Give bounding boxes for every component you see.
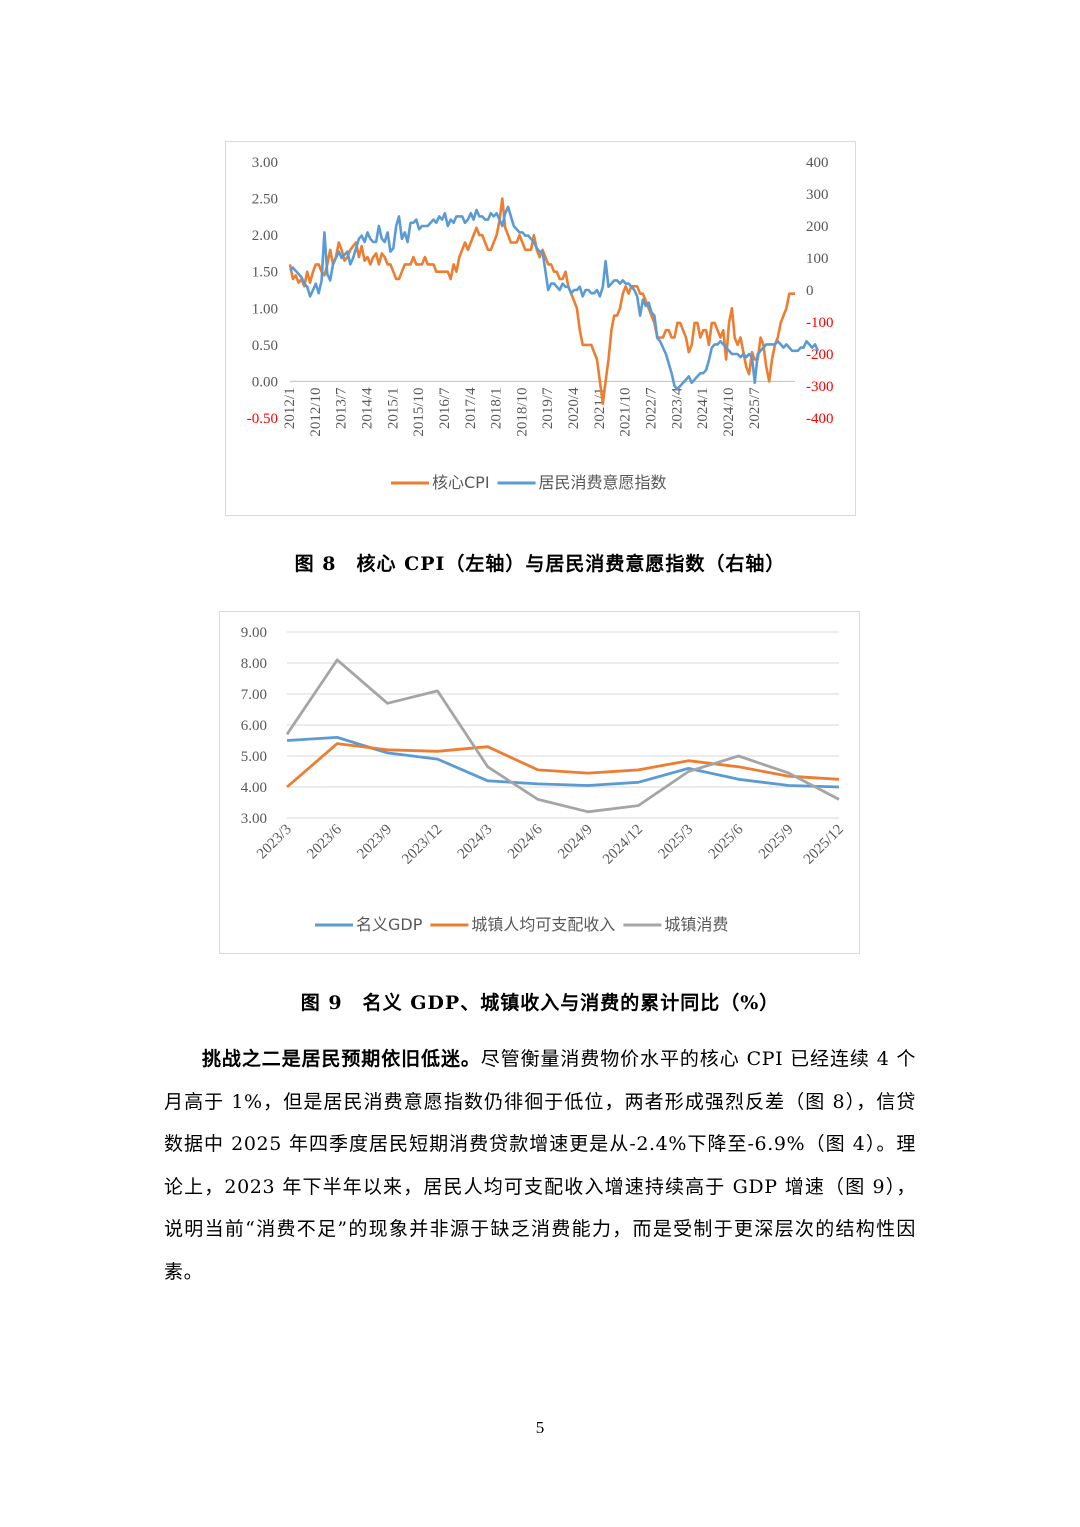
x-axis-tick-label: 2020/4 — [566, 387, 582, 429]
x-axis-tick-label: 2021/1 — [592, 387, 608, 429]
right-axis-tick-label: 100 — [806, 251, 829, 267]
x-axis-tick-label: 2025/12 — [801, 822, 847, 868]
right-axis-tick-label: 200 — [806, 219, 829, 235]
left-axis-tick-label: 1.50 — [252, 265, 278, 281]
x-axis-tick-label: 2023/12 — [399, 822, 445, 868]
series-line — [288, 197, 795, 405]
x-axis-tick-label: 2024/3 — [455, 822, 496, 863]
x-axis-tick-label: 2024/1 — [695, 387, 711, 429]
series-line — [289, 205, 820, 391]
x-axis-tick-label: 2023/9 — [354, 822, 395, 863]
x-axis-tick-label: 2021/10 — [618, 387, 634, 436]
figure-9-chart: 3.00 4.00 5.00 6.00 7.00 8.00 9.00 2023/3 2023/6… — [219, 611, 860, 954]
x-axis-tick-label: 2018/1 — [489, 387, 505, 429]
figure-9-svg: 3.00 4.00 5.00 6.00 7.00 8.00 9.00 2023/3 2023/6… — [241, 625, 847, 934]
x-axis-tick-label: 2023/6 — [304, 821, 345, 862]
x-axis-tick-label: 2025/7 — [747, 387, 763, 429]
right-axis-tick-label: -200 — [806, 347, 834, 363]
y-axis-tick-label: 5.00 — [241, 749, 267, 765]
y-axis-tick-label: 9.00 — [241, 625, 267, 641]
x-axis-tick-label: 2022/7 — [644, 387, 660, 429]
y-axis-tick-label: 6.00 — [241, 718, 267, 734]
x-axis-tick-label: 2024/6 — [505, 821, 546, 862]
left-axis-tick-label: 2.00 — [252, 228, 278, 244]
left-axis-tick-label: 2.50 — [252, 192, 278, 208]
paragraph-text: 尽管衡量消费物价水平的核心 CPI 已经连续 4 个月高于 1%，但是居民消费意… — [164, 1048, 916, 1283]
right-axis-tick-label: 400 — [806, 155, 829, 171]
x-axis-tick-label: 2018/10 — [514, 387, 530, 436]
series-line — [286, 736, 840, 789]
page-number: 5 — [535, 1418, 545, 1437]
figure-9-caption: 图 9 名义 GDP、城镇收入与消费的累计同比（%） — [300, 992, 780, 1014]
x-axis-tick-label: 2013/7 — [334, 387, 350, 429]
legend-label: 核心CPI — [432, 473, 490, 492]
x-axis-tick-label: 2017/4 — [463, 387, 479, 429]
right-axis-tick-label: 300 — [806, 187, 829, 203]
legend-label: 城镇消费 — [664, 915, 728, 934]
left-axis-tick-label: -0.50 — [247, 411, 278, 427]
right-axis-tick-label: -400 — [806, 411, 834, 427]
x-axis-tick-label: 2016/7 — [437, 387, 453, 429]
x-axis-tick-label: 2015/1 — [385, 387, 401, 429]
x-axis-tick-label: 2023/3 — [254, 822, 295, 863]
y-axis-tick-label: 8.00 — [241, 656, 267, 672]
y-axis-tick-label: 7.00 — [241, 687, 267, 703]
left-axis-tick-label: 0.50 — [252, 338, 278, 354]
right-axis-tick-label: -100 — [806, 315, 834, 331]
x-axis-tick-label: 2025/9 — [756, 822, 797, 863]
x-axis-tick-label: 2023/4 — [669, 387, 685, 429]
body-paragraph: 挑战之二是居民预期依旧低迷。尽管衡量消费物价水平的核心 CPI 已经连续 4 个… — [164, 1038, 916, 1293]
left-axis-tick-label: 0.00 — [252, 374, 278, 390]
legend-label: 居民消费意愿指数 — [539, 473, 667, 492]
x-axis-tick-label: 2015/10 — [411, 387, 427, 436]
x-axis-tick-label: 2019/7 — [540, 387, 556, 429]
figure-8-chart: -0.50 0.00 0.50 1.00 1.50 2.00 2.50 3.00 -400 -30… — [225, 141, 856, 516]
right-axis-tick-label: 0 — [806, 283, 814, 299]
x-axis-tick-label: 2012/10 — [308, 387, 324, 436]
x-axis-tick-label: 2014/4 — [359, 387, 375, 429]
x-axis-tick-label: 2025/6 — [706, 821, 747, 862]
paragraph-lead: 挑战之二是居民预期依旧低迷。 — [202, 1048, 481, 1070]
figure-8-caption: 图 8 核心 CPI（左轴）与居民消费意愿指数（右轴） — [294, 553, 786, 575]
right-axis-tick-label: -300 — [806, 379, 834, 395]
x-axis-tick-label: 2024/12 — [600, 822, 646, 868]
x-axis-tick-label: 2024/9 — [555, 822, 596, 863]
series-line — [286, 742, 840, 789]
x-axis-tick-label: 2012/1 — [282, 387, 298, 429]
x-axis-tick-label: 2025/3 — [656, 822, 697, 863]
left-axis-tick-label: 3.00 — [252, 155, 278, 171]
y-axis-tick-label: 4.00 — [241, 780, 267, 796]
legend-label: 城镇人均可支配收入 — [471, 915, 615, 934]
figure-8-svg: -0.50 0.00 0.50 1.00 1.50 2.00 2.50 3.00 -400 -30… — [247, 155, 834, 492]
legend-label: 名义GDP — [356, 915, 423, 934]
x-axis-tick-label: 2024/10 — [721, 387, 737, 436]
y-axis-tick-label: 3.00 — [241, 811, 267, 827]
left-axis-tick-label: 1.00 — [252, 301, 278, 317]
series-line — [285, 658, 840, 814]
